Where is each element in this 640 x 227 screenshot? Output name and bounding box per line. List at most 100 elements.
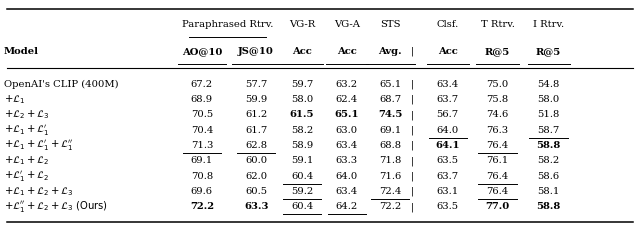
Text: 60.4: 60.4 (291, 202, 313, 211)
Text: 58.9: 58.9 (291, 141, 313, 150)
Text: 75.8: 75.8 (486, 95, 509, 104)
Text: 62.8: 62.8 (245, 141, 268, 150)
Text: $+ \mathcal{L}_1 + \mathcal{L}_1'$: $+ \mathcal{L}_1 + \mathcal{L}_1'$ (4, 123, 49, 138)
Text: JS@10: JS@10 (238, 47, 274, 56)
Text: 72.4: 72.4 (379, 187, 401, 196)
Text: Avg.: Avg. (378, 47, 402, 56)
Text: 72.2: 72.2 (379, 202, 401, 211)
Text: 58.0: 58.0 (291, 95, 313, 104)
Text: 59.9: 59.9 (245, 95, 268, 104)
Text: 58.7: 58.7 (538, 126, 560, 135)
Text: Acc: Acc (292, 47, 312, 56)
Text: 60.4: 60.4 (291, 172, 313, 181)
Text: 71.3: 71.3 (191, 141, 213, 150)
Text: 58.8: 58.8 (536, 141, 561, 150)
Text: 61.5: 61.5 (290, 110, 314, 119)
Text: $+ \mathcal{L}_1 + \mathcal{L}_1' + \mathcal{L}_1''$: $+ \mathcal{L}_1 + \mathcal{L}_1' + \mat… (4, 138, 73, 153)
Text: $+ \mathcal{L}_2 + \mathcal{L}_3$: $+ \mathcal{L}_2 + \mathcal{L}_3$ (4, 109, 49, 121)
Text: Model: Model (4, 47, 39, 56)
Text: 72.2: 72.2 (190, 202, 214, 211)
Text: 58.6: 58.6 (538, 172, 560, 181)
Text: 69.6: 69.6 (191, 187, 213, 196)
Text: 64.0: 64.0 (436, 126, 459, 135)
Text: 56.7: 56.7 (436, 110, 459, 119)
Text: |: | (411, 126, 414, 135)
Text: 68.9: 68.9 (191, 95, 213, 104)
Text: $+ \mathcal{L}_1'' + \mathcal{L}_2 + \mathcal{L}_3$ (Ours): $+ \mathcal{L}_1'' + \mathcal{L}_2 + \ma… (4, 199, 108, 215)
Text: 58.2: 58.2 (538, 156, 560, 165)
Text: R@5: R@5 (536, 47, 561, 56)
Text: 51.8: 51.8 (538, 110, 560, 119)
Text: VG-A: VG-A (334, 20, 360, 29)
Text: 70.8: 70.8 (191, 172, 213, 181)
Text: |: | (411, 47, 414, 56)
Text: Clsf.: Clsf. (436, 20, 459, 29)
Text: Acc: Acc (337, 47, 356, 56)
Text: 60.5: 60.5 (245, 187, 268, 196)
Text: 62.0: 62.0 (245, 172, 268, 181)
Text: 59.7: 59.7 (291, 80, 313, 89)
Text: 60.0: 60.0 (245, 156, 268, 165)
Text: $+ \mathcal{L}_1 + \mathcal{L}_2$: $+ \mathcal{L}_1 + \mathcal{L}_2$ (4, 155, 49, 167)
Text: 57.7: 57.7 (245, 80, 268, 89)
Text: Paraphrased Rtrv.: Paraphrased Rtrv. (182, 20, 273, 29)
Text: 67.2: 67.2 (191, 80, 213, 89)
Text: 74.6: 74.6 (486, 110, 509, 119)
Text: 63.1: 63.1 (436, 187, 459, 196)
Text: 64.2: 64.2 (336, 202, 358, 211)
Text: |: | (411, 110, 414, 120)
Text: 68.8: 68.8 (379, 141, 401, 150)
Text: |: | (411, 95, 414, 104)
Text: 63.4: 63.4 (336, 141, 358, 150)
Text: 64.0: 64.0 (336, 172, 358, 181)
Text: 59.2: 59.2 (291, 187, 313, 196)
Text: 70.4: 70.4 (191, 126, 213, 135)
Text: I Rtrv.: I Rtrv. (533, 20, 564, 29)
Text: 61.2: 61.2 (245, 110, 268, 119)
Text: 63.5: 63.5 (436, 156, 459, 165)
Text: |: | (411, 171, 414, 181)
Text: 63.0: 63.0 (336, 126, 358, 135)
Text: 62.4: 62.4 (336, 95, 358, 104)
Text: |: | (411, 187, 414, 196)
Text: 54.8: 54.8 (538, 80, 560, 89)
Text: 63.3: 63.3 (336, 156, 358, 165)
Text: 63.4: 63.4 (436, 80, 459, 89)
Text: R@5: R@5 (485, 47, 510, 56)
Text: 58.2: 58.2 (291, 126, 313, 135)
Text: 64.1: 64.1 (435, 141, 460, 150)
Text: 76.4: 76.4 (486, 172, 509, 181)
Text: 63.2: 63.2 (336, 80, 358, 89)
Text: 65.1: 65.1 (379, 80, 401, 89)
Text: AO@10: AO@10 (182, 47, 222, 56)
Text: 68.7: 68.7 (379, 95, 401, 104)
Text: 77.0: 77.0 (485, 202, 509, 211)
Text: T Rtrv.: T Rtrv. (481, 20, 515, 29)
Text: Acc: Acc (438, 47, 458, 56)
Text: 71.6: 71.6 (379, 172, 401, 181)
Text: 59.1: 59.1 (291, 156, 314, 165)
Text: 76.4: 76.4 (486, 187, 509, 196)
Text: 75.0: 75.0 (486, 80, 509, 89)
Text: 58.8: 58.8 (536, 202, 561, 211)
Text: 58.0: 58.0 (538, 95, 560, 104)
Text: 76.3: 76.3 (486, 126, 509, 135)
Text: $+ \mathcal{L}_1$: $+ \mathcal{L}_1$ (4, 93, 25, 106)
Text: 65.1: 65.1 (335, 110, 359, 119)
Text: 63.5: 63.5 (436, 202, 459, 211)
Text: 69.1: 69.1 (379, 126, 401, 135)
Text: 76.4: 76.4 (486, 141, 509, 150)
Text: |: | (411, 202, 414, 212)
Text: 63.4: 63.4 (336, 187, 358, 196)
Text: $+ \mathcal{L}_1 + \mathcal{L}_2 + \mathcal{L}_3$: $+ \mathcal{L}_1 + \mathcal{L}_2 + \math… (4, 185, 74, 198)
Text: 63.7: 63.7 (436, 95, 459, 104)
Text: 74.5: 74.5 (378, 110, 403, 119)
Text: 71.8: 71.8 (379, 156, 401, 165)
Text: 69.1: 69.1 (191, 156, 213, 165)
Text: OpenAI's CLIP (400M): OpenAI's CLIP (400M) (4, 80, 118, 89)
Text: 63.7: 63.7 (436, 172, 459, 181)
Text: $+ \mathcal{L}_1' + \mathcal{L}_2$: $+ \mathcal{L}_1' + \mathcal{L}_2$ (4, 169, 49, 184)
Text: 76.1: 76.1 (486, 156, 509, 165)
Text: 70.5: 70.5 (191, 110, 213, 119)
Text: STS: STS (380, 20, 401, 29)
